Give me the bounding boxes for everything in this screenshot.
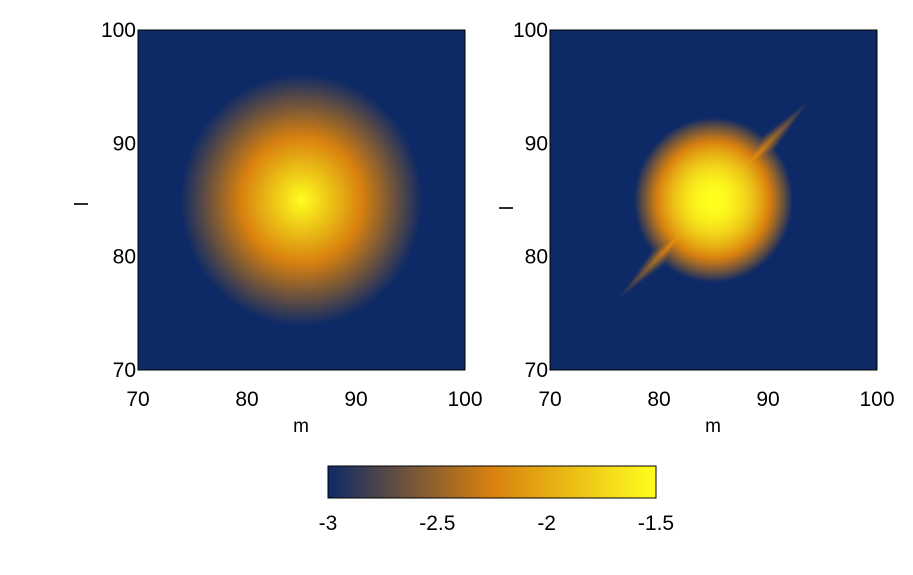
left-plot-frame (137, 29, 466, 371)
left-panel: 70 80 90 100 70 80 90 100 m l (72, 19, 483, 437)
left-y-axis-label: l (72, 202, 93, 206)
right-x-axis-label: m (705, 416, 721, 437)
y-tick-label: 80 (525, 246, 548, 269)
y-tick-label: 70 (113, 359, 136, 382)
y-tick-label: 90 (525, 132, 548, 155)
x-tick-label: 80 (235, 388, 258, 411)
x-tick-label: 90 (756, 388, 779, 411)
colorbar-tick-label: -2 (537, 512, 556, 535)
left-x-tick-labels: 70 80 90 100 (126, 388, 482, 411)
colorbar-gradient (327, 465, 657, 499)
x-tick-label: 90 (344, 388, 367, 411)
right-y-axis-label: l (497, 206, 518, 210)
colorbar-tick-label: -2.5 (419, 512, 455, 535)
colorbar-tick-label: -3 (319, 512, 338, 535)
y-tick-label: 90 (113, 132, 136, 155)
colorbar-tick-labels: -3 -2.5 -2 -1.5 (319, 512, 674, 535)
y-tick-label: 70 (525, 359, 548, 382)
right-plot-frame (549, 29, 878, 371)
x-tick-label: 100 (447, 388, 482, 411)
right-x-tick-labels: 70 80 90 100 (538, 388, 894, 411)
x-tick-label: 70 (538, 388, 561, 411)
right-panel: 70 80 90 100 70 80 90 100 m l (497, 19, 895, 437)
x-tick-label: 80 (647, 388, 670, 411)
y-tick-label: 100 (513, 19, 548, 42)
colorbar: -3 -2.5 -2 -1.5 (319, 465, 674, 535)
left-y-tick-labels: 70 80 90 100 (101, 19, 136, 382)
x-tick-label: 100 (859, 388, 894, 411)
y-tick-label: 80 (113, 246, 136, 269)
x-tick-label: 70 (126, 388, 149, 411)
colorbar-tick-label: -1.5 (638, 512, 674, 535)
left-x-axis-label: m (293, 416, 309, 437)
right-y-tick-labels: 70 80 90 100 (513, 19, 548, 382)
right-heatmap-image (550, 30, 877, 370)
y-tick-label: 100 (101, 19, 136, 42)
left-heatmap-image (138, 30, 465, 370)
